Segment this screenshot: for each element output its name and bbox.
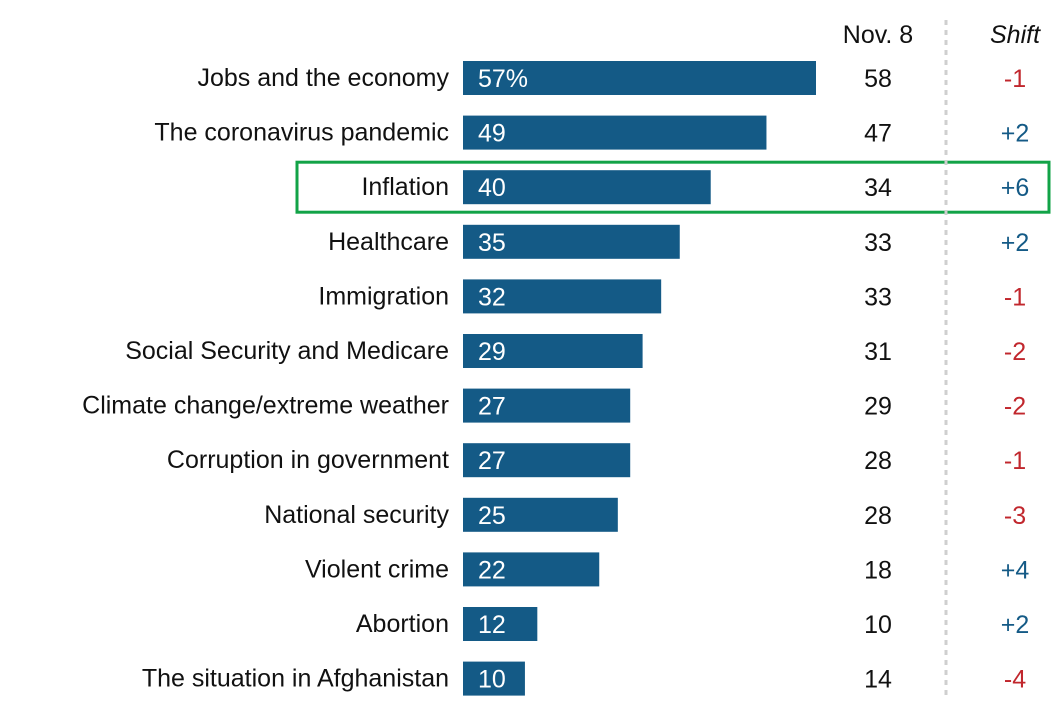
bar-value-label: 32: [478, 283, 506, 311]
category-label: Inflation: [361, 173, 449, 201]
category-label: Abortion: [356, 610, 449, 638]
bar: [463, 661, 525, 696]
bar-value-label: 27: [478, 447, 506, 475]
prior-value: 28: [864, 447, 892, 475]
category-label: Immigration: [318, 282, 449, 310]
bar: [463, 170, 711, 205]
shift-value: +2: [1001, 120, 1030, 148]
prior-value: 31: [864, 338, 892, 366]
prior-column-header: Nov. 8: [843, 21, 913, 49]
prior-value: 29: [864, 393, 892, 421]
prior-value: 33: [864, 229, 892, 257]
shift-value: +6: [1001, 174, 1030, 202]
prior-value: 14: [864, 666, 892, 694]
category-label: Violent crime: [305, 555, 449, 583]
bar-value-label: 12: [478, 611, 506, 639]
bar-value-label: 40: [478, 174, 506, 202]
shift-value: -2: [1004, 338, 1026, 366]
category-label: The situation in Afghanistan: [142, 665, 449, 693]
category-label: Climate change/extreme weather: [82, 392, 449, 420]
bar-value-label: 35: [478, 229, 506, 257]
bar-value-label: 22: [478, 556, 506, 584]
category-label: The coronavirus pandemic: [154, 119, 449, 147]
shift-value: +2: [1001, 611, 1030, 639]
highlight-box: [295, 160, 1051, 214]
bar: [463, 61, 816, 95]
category-label: Corruption in government: [167, 446, 449, 474]
bar: [463, 334, 643, 368]
category-label: Jobs and the economy: [197, 64, 449, 92]
bar: [463, 607, 538, 641]
prior-value: 58: [864, 65, 892, 93]
shift-column-header: Shift: [990, 21, 1041, 49]
prior-value: 18: [864, 556, 892, 584]
bar: [463, 224, 680, 259]
bar-value-label: 27: [478, 393, 506, 421]
category-label: Healthcare: [328, 228, 449, 256]
bar-value-label: 57%: [478, 65, 528, 93]
bar: [463, 388, 631, 423]
bar: [463, 497, 618, 532]
shift-value: -4: [1004, 666, 1026, 694]
category-label: National security: [264, 501, 449, 529]
shift-value: -3: [1004, 502, 1026, 530]
bar: [463, 279, 662, 314]
shift-value: +2: [1001, 229, 1030, 257]
shift-value: +4: [1001, 556, 1030, 584]
shift-value: -2: [1004, 393, 1026, 421]
bar: [463, 552, 600, 587]
prior-value: 33: [864, 283, 892, 311]
bar: [463, 115, 767, 150]
shift-value: -1: [1004, 65, 1026, 93]
bar-value-label: 49: [478, 120, 506, 148]
bar-value-label: 25: [478, 502, 506, 530]
prior-value: 10: [864, 611, 892, 639]
shift-value: -1: [1004, 447, 1026, 475]
category-label: Social Security and Medicare: [125, 337, 449, 365]
prior-value: 28: [864, 502, 892, 530]
bar-value-label: 29: [478, 338, 506, 366]
prior-value: 47: [864, 120, 892, 148]
shift-value: -1: [1004, 283, 1026, 311]
bar: [463, 443, 631, 478]
bar-value-label: 10: [478, 666, 506, 694]
prior-value: 34: [864, 174, 892, 202]
